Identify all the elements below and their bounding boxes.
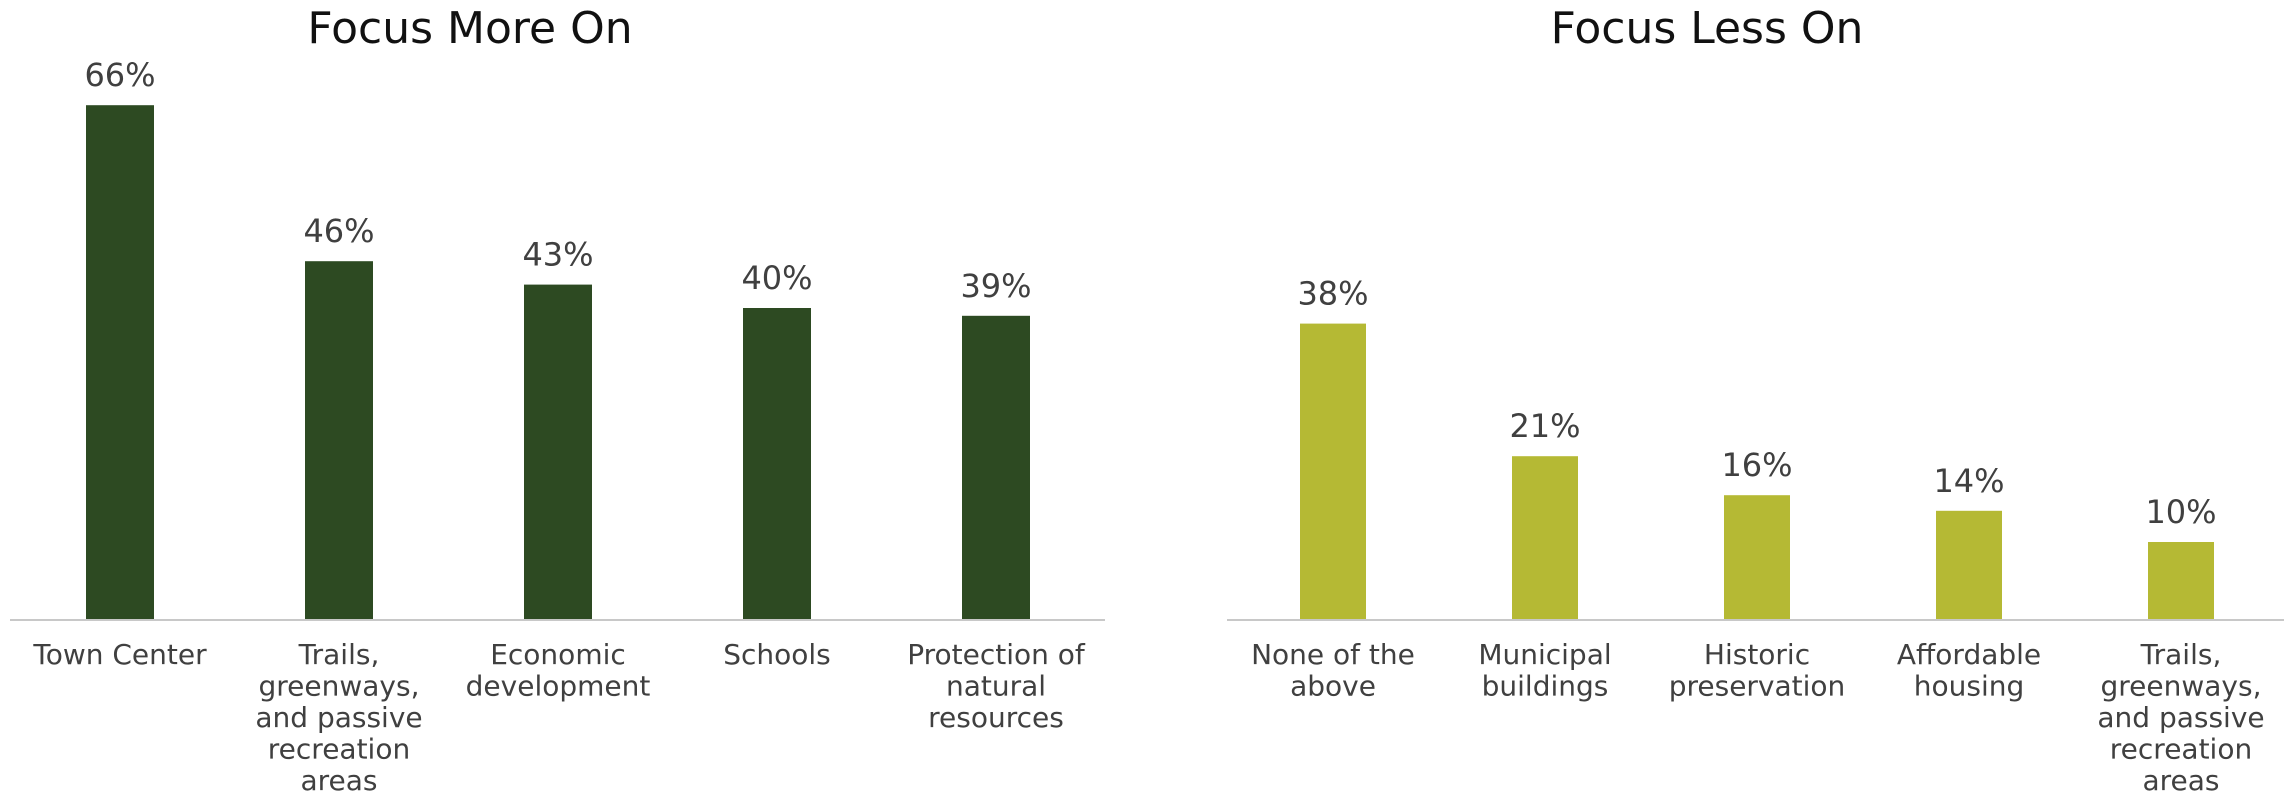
- bar: [1512, 456, 1578, 620]
- category-label-line: development: [466, 670, 651, 703]
- data-label: 10%: [2145, 493, 2216, 531]
- category-label-line: Economic: [490, 638, 626, 671]
- category-label-line: above: [1290, 670, 1376, 703]
- category-label-line: Protection of: [907, 638, 1086, 671]
- category-label-line: and passive: [255, 701, 422, 734]
- category-label-line: Schools: [723, 638, 831, 671]
- category-label-line: Town Center: [32, 638, 207, 671]
- data-label: 40%: [741, 259, 812, 297]
- category-label: Historic preservation: [1669, 638, 1846, 703]
- category-label: Affordable housing: [1897, 638, 2041, 703]
- focus-less-on-chart: Focus Less On 38% None of the above 21% Munic…: [1227, 3, 2284, 797]
- bar: [305, 261, 373, 620]
- bar: [2148, 542, 2214, 620]
- data-label: 38%: [1297, 275, 1368, 313]
- bar: [962, 315, 1030, 620]
- chart-title: Focus More On: [307, 3, 632, 54]
- category-label: Economic development: [466, 638, 651, 703]
- bar: [524, 284, 592, 620]
- category-label-line: greenways,: [259, 670, 420, 703]
- data-label: 66%: [84, 56, 155, 94]
- category-label-line: recreation: [268, 733, 410, 766]
- chart-title: Focus Less On: [1551, 3, 1864, 54]
- category-label: None of the above: [1251, 638, 1415, 703]
- focus-more-on-chart: Focus More On 66% Town Center 46% Trails, gre…: [10, 3, 1105, 797]
- category-label-line: Trails,: [298, 638, 380, 671]
- data-label: 46%: [303, 212, 374, 250]
- category-label: Schools: [723, 638, 831, 671]
- data-label: 43%: [522, 236, 593, 274]
- category-label-line: Affordable: [1897, 638, 2041, 671]
- bar: [743, 308, 811, 620]
- category-label-line: recreation: [2110, 733, 2252, 766]
- category-label-line: preservation: [1669, 670, 1846, 703]
- category-label: Trails, greenways, and passive recreation ar…: [2097, 638, 2264, 797]
- category-label: Protection of natural resources: [907, 638, 1086, 734]
- category-label-line: buildings: [1482, 670, 1609, 703]
- data-label: 16%: [1721, 446, 1792, 484]
- category-label-line: housing: [1914, 670, 2025, 703]
- data-label: 21%: [1509, 407, 1580, 445]
- bar: [1724, 495, 1790, 620]
- category-label-line: None of the: [1251, 638, 1415, 671]
- category-label-line: Municipal: [1478, 638, 1611, 671]
- data-label: 39%: [960, 267, 1031, 305]
- category-label-line: Historic: [1704, 638, 1810, 671]
- category-label-line: natural: [946, 670, 1046, 703]
- bar: [1300, 323, 1366, 620]
- category-label: Municipal buildings: [1478, 638, 1611, 703]
- category-label-line: and passive: [2097, 701, 2264, 734]
- bar: [1936, 510, 2002, 620]
- data-label: 14%: [1933, 462, 2004, 500]
- bar: [86, 105, 154, 620]
- category-label: Trails, greenways, and passive recreation ar…: [255, 638, 422, 797]
- category-label-line: areas: [2142, 764, 2219, 797]
- category-label-line: resources: [928, 701, 1064, 734]
- category-label-line: Trails,: [2140, 638, 2222, 671]
- category-label: Town Center: [32, 638, 207, 671]
- category-label-line: greenways,: [2101, 670, 2262, 703]
- category-label-line: areas: [300, 764, 377, 797]
